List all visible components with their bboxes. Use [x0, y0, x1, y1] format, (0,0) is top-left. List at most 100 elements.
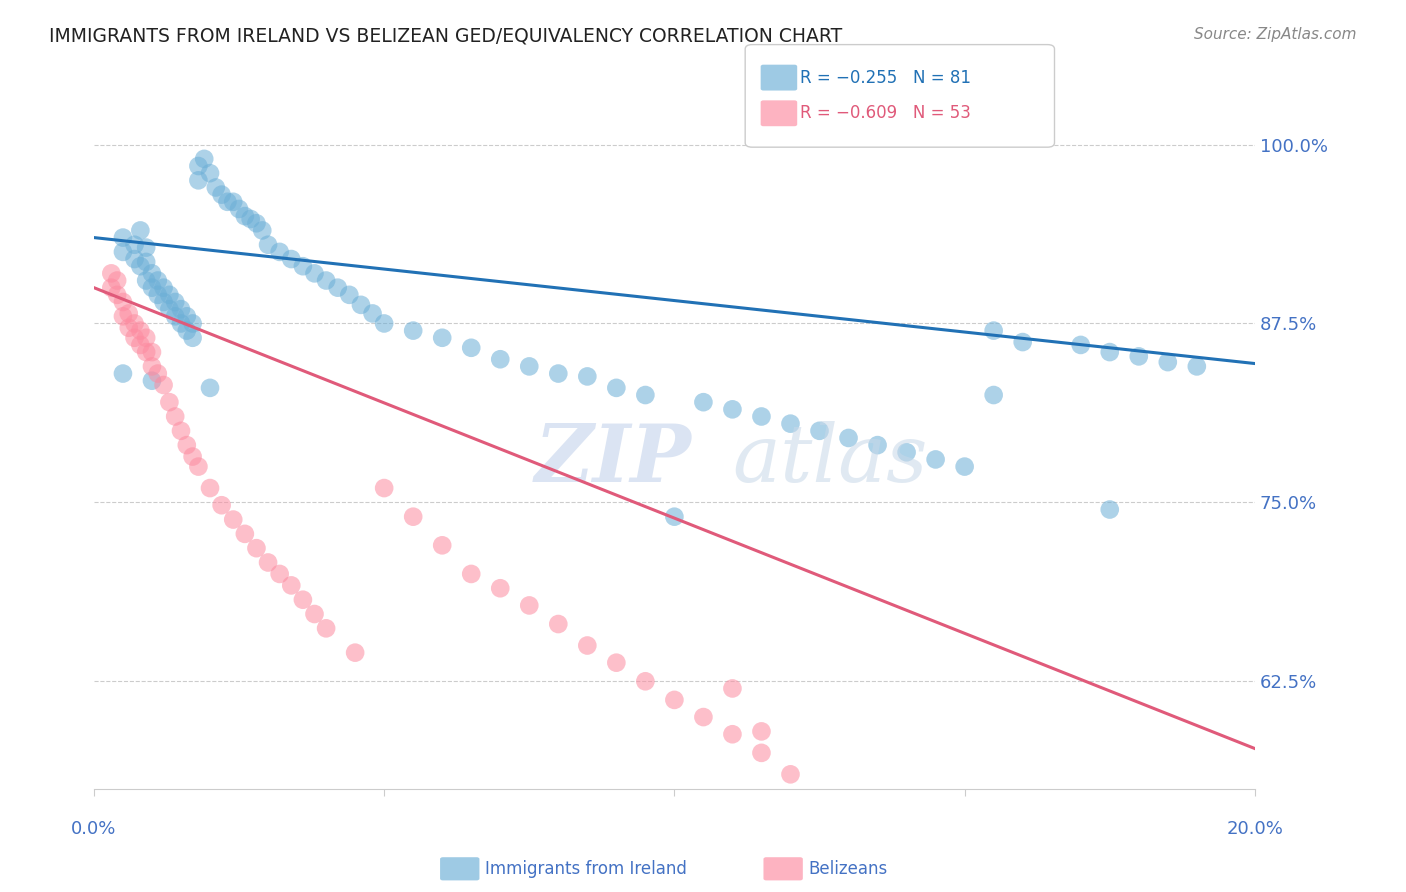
Point [337, 288, 360, 302]
Point [239, 211, 262, 226]
Point [257, 556, 280, 570]
Point [692, 710, 714, 724]
Point [245, 216, 267, 230]
Point [751, 724, 773, 739]
Point [751, 409, 773, 424]
Point [228, 202, 250, 216]
Point [721, 402, 744, 417]
Point [1157, 355, 1180, 369]
Point [176, 310, 198, 324]
Text: 0.0%: 0.0% [72, 820, 117, 838]
Point [176, 324, 198, 338]
Point [547, 617, 569, 632]
Point [983, 324, 1005, 338]
Point [100, 266, 122, 280]
Point [135, 345, 157, 359]
Point [983, 388, 1005, 402]
Point [157, 302, 180, 317]
Point [315, 621, 337, 635]
Point [489, 352, 512, 367]
Point [211, 498, 233, 512]
Point [222, 512, 245, 526]
Point [605, 381, 627, 395]
Point [692, 395, 714, 409]
Text: R = −0.255   N = 81: R = −0.255 N = 81 [800, 69, 972, 87]
Point [517, 599, 540, 613]
Point [157, 288, 180, 302]
Point [634, 674, 657, 689]
Point [152, 281, 174, 295]
Text: Immigrants from Ireland: Immigrants from Ireland [485, 860, 688, 878]
Point [779, 767, 801, 781]
Point [517, 359, 540, 374]
Point [181, 331, 204, 345]
Point [146, 288, 169, 302]
Point [326, 281, 349, 295]
Point [460, 566, 482, 581]
Point [605, 656, 627, 670]
Point [1185, 359, 1208, 374]
Point [141, 266, 163, 280]
Point [135, 255, 157, 269]
Point [896, 445, 918, 459]
Point [193, 152, 215, 166]
Point [124, 317, 146, 331]
Text: Source: ZipAtlas.com: Source: ZipAtlas.com [1194, 27, 1357, 42]
Text: IMMIGRANTS FROM IRELAND VS BELIZEAN GED/EQUIVALENCY CORRELATION CHART: IMMIGRANTS FROM IRELAND VS BELIZEAN GED/… [49, 27, 842, 45]
Point [141, 359, 163, 374]
Point [269, 244, 291, 259]
Point [111, 230, 134, 244]
Point [361, 306, 384, 320]
Point [245, 541, 267, 556]
Point [181, 317, 204, 331]
Point [866, 438, 889, 452]
Point [198, 166, 221, 180]
Point [217, 194, 239, 209]
Point [269, 566, 291, 581]
Point [233, 209, 256, 223]
Point [664, 509, 686, 524]
Point [165, 310, 187, 324]
Point [105, 273, 128, 287]
Point [187, 159, 209, 173]
Point [170, 317, 193, 331]
Point [100, 281, 122, 295]
Point [460, 341, 482, 355]
Point [350, 298, 373, 312]
Point [779, 417, 801, 431]
Text: ZIP: ZIP [536, 421, 692, 499]
Point [141, 374, 163, 388]
Point [129, 259, 152, 273]
Point [170, 302, 193, 317]
Point [1128, 350, 1150, 364]
Point [1098, 502, 1121, 516]
Text: Belizeans: Belizeans [808, 860, 887, 878]
Point [721, 727, 744, 741]
Point [124, 237, 146, 252]
Point [165, 295, 187, 310]
Point [1011, 334, 1033, 349]
Point [291, 592, 314, 607]
Point [141, 281, 163, 295]
Point [135, 273, 157, 287]
Point [576, 369, 599, 384]
Point [344, 646, 367, 660]
Text: R = −0.609   N = 53: R = −0.609 N = 53 [800, 104, 972, 122]
Point [402, 324, 425, 338]
Point [291, 259, 314, 273]
Point [187, 173, 209, 187]
Point [315, 273, 337, 287]
Point [489, 581, 512, 595]
Point [152, 378, 174, 392]
Point [373, 317, 395, 331]
Point [118, 320, 141, 334]
Point [233, 527, 256, 541]
Point [304, 607, 326, 621]
Point [576, 639, 599, 653]
Point [924, 452, 946, 467]
Point [1098, 345, 1121, 359]
Point [141, 345, 163, 359]
Point [124, 252, 146, 266]
Point [634, 388, 657, 402]
Point [111, 244, 134, 259]
